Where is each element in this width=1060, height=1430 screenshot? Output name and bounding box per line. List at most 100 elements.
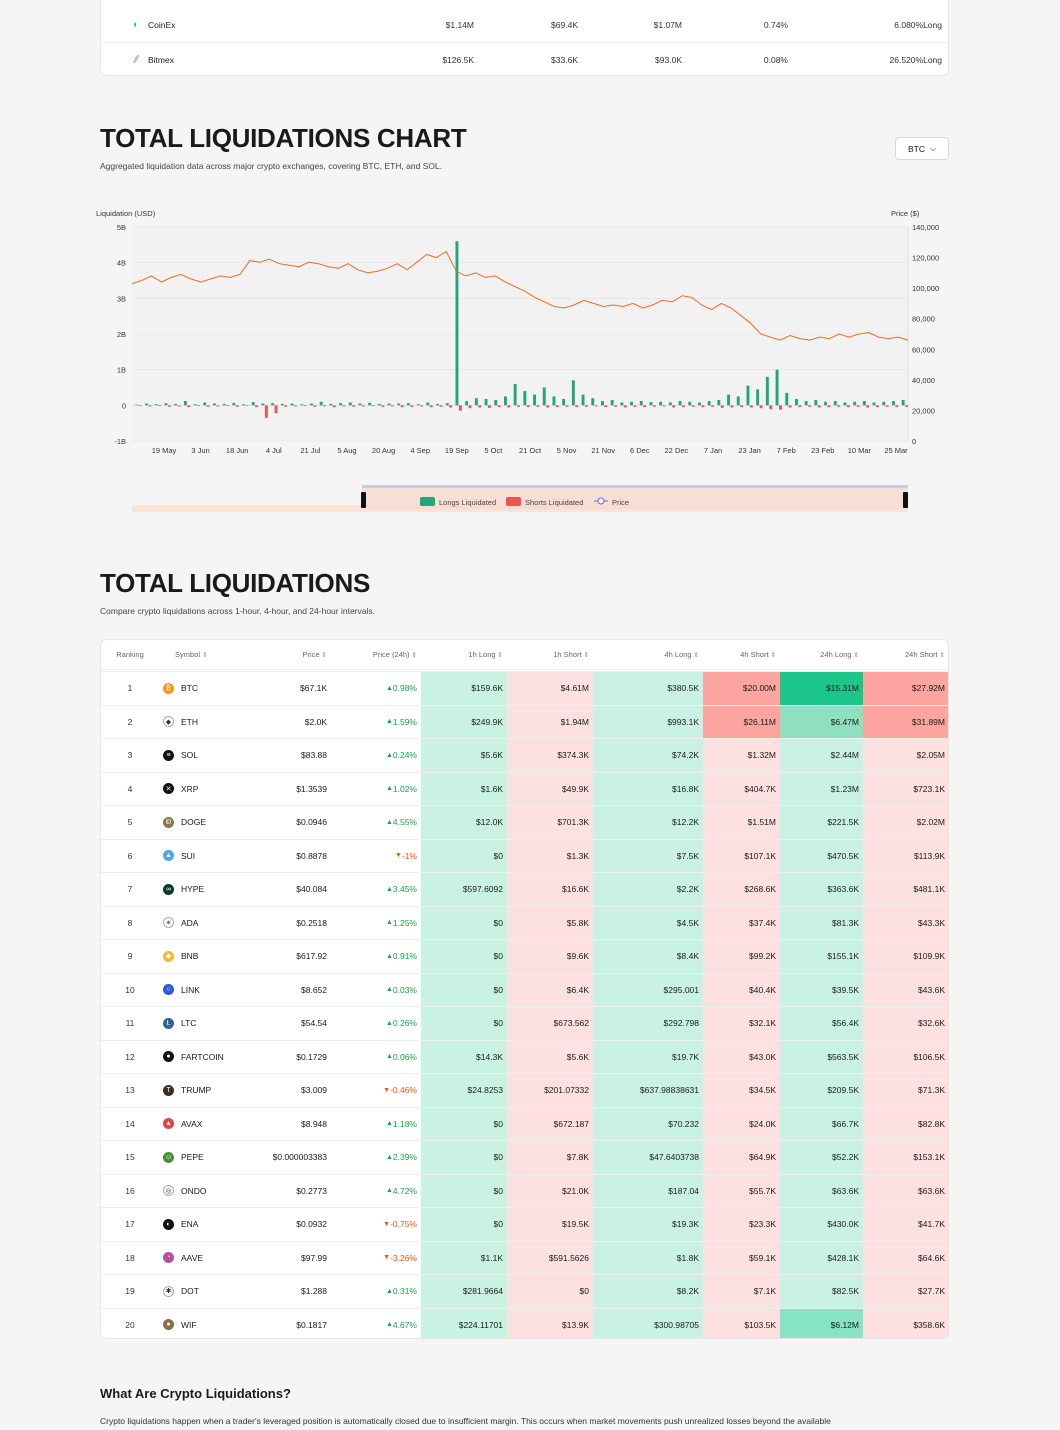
table-row[interactable]: 14 ▲ AVAX $8.948 ▲ 1.18% $0 $672.187 $70.232 $24… bbox=[101, 1106, 948, 1140]
table-row[interactable]: 9 ◆ BNB $617.92 ▲ 0.91% $0 $9.6K $8.4K $99.2K $15… bbox=[101, 939, 948, 973]
exchange-row[interactable]: ⫽ Bitmex $126.5K $33.6K $93.0K 0.08% 26.… bbox=[101, 42, 948, 76]
d1s-cell: $109.9K bbox=[863, 940, 948, 973]
column-header[interactable]: 1h Long ⇕ bbox=[421, 640, 507, 669]
table-row[interactable]: 2 ◆ ETH $2.0K ▲ 1.59% $249.9K $1.94M $993.1K $26… bbox=[101, 704, 948, 738]
table-row[interactable]: 5 Ð DOGE $0.0946 ▲ 4.55% $12.0K $701.3K $12.2K $… bbox=[101, 805, 948, 839]
price-change-cell: ▲ 4.55% bbox=[331, 806, 421, 839]
h1l-value: $0 bbox=[493, 1118, 503, 1129]
column-header[interactable]: Price (24h) ⇕ bbox=[331, 640, 421, 669]
price-cell: $1.288 bbox=[281, 1275, 331, 1308]
long-bar bbox=[455, 241, 459, 406]
table-row[interactable]: 3 ≡ SOL $83.88 ▲ 0.24% $5.6K $374.3K $74.2K $1.3… bbox=[101, 738, 948, 772]
left-tick-label: 2B bbox=[117, 330, 126, 339]
symbol-label: SOL bbox=[181, 750, 199, 761]
long-bar bbox=[678, 401, 682, 406]
short-bar bbox=[866, 405, 870, 408]
table-row[interactable]: 10 ○ LINK $8.652 ▲ 0.03% $0 $6.4K $295.001 $40.4… bbox=[101, 972, 948, 1007]
h4s-value: $107.1K bbox=[744, 850, 776, 861]
table-row[interactable]: 8 ✳ ADA $0.2518 ▲ 1.25% $0 $5.8K $4.5K $37.4K $81… bbox=[101, 905, 948, 939]
h4l-value: $74.2K bbox=[672, 750, 699, 761]
long-bar bbox=[785, 392, 789, 406]
symbol-label: FARTCOIN bbox=[181, 1051, 224, 1062]
symbol-cell: ≡ SOL bbox=[163, 739, 283, 772]
x-tick-label: 5 Oct bbox=[484, 446, 503, 455]
column-header[interactable]: 4h Short ⇕ bbox=[703, 640, 780, 669]
chart-grid bbox=[132, 226, 909, 442]
short-bar bbox=[594, 405, 598, 407]
sort-icon: ⇕ bbox=[939, 651, 945, 659]
long-bar bbox=[630, 401, 634, 406]
column-header-label: Price bbox=[302, 650, 320, 659]
symbol-label: WIF bbox=[181, 1319, 197, 1330]
rank-value: 3 bbox=[127, 750, 133, 761]
d1l-cell: $6.12M bbox=[780, 1308, 863, 1338]
h1s-cell: $21.0K bbox=[507, 1174, 593, 1207]
sort-icon: ⇕ bbox=[321, 651, 327, 659]
exchange-row[interactable]: ◐ CoinEx $1.14M $69.4K $1.07M 0.74% 6.08… bbox=[101, 8, 948, 42]
table-row[interactable]: 17 ◐ ENA $0.0932 ▼ -0.75% $0 $19.5K $19.3K $23.3… bbox=[101, 1207, 948, 1241]
long-bar bbox=[600, 401, 604, 406]
h1s-cell: $201.07332 bbox=[507, 1074, 593, 1107]
table-row[interactable]: 20 ● WIF $0.1817 ▲ 4.67% $224.11701 $13.9K $300… bbox=[101, 1307, 948, 1339]
left-tick-label: 1B bbox=[117, 366, 126, 375]
sort-icon: ⇕ bbox=[770, 651, 776, 659]
table-row[interactable]: 15 ☺ PEPE $0.000003383 ▲ 2.39% $0 $7.8K $47.640… bbox=[101, 1140, 948, 1174]
h4l-cell: $187.04 bbox=[593, 1174, 703, 1207]
liquidation-chart[interactable]: 5B 4B 3B 2B 1B 0 -1B 140,000 120,000 100,000 80,00… bbox=[96, 200, 956, 520]
table-row[interactable]: 1 ₿ BTC $67.1K ▲ 0.98% $159.6K $4.61M $380.5K $2… bbox=[101, 671, 948, 705]
table-row[interactable]: 7 ∞ HYPE $40.084 ▲ 3.45% $597.6092 $16.6K $2.2K… bbox=[101, 872, 948, 906]
short-bar bbox=[691, 405, 695, 407]
table-row[interactable]: 18 ◔ AAVE $97.99 ▼ -3.26% $1.1K $591.5626 $1.8K… bbox=[101, 1240, 948, 1275]
table-row[interactable]: 6 ▲ SUI $0.8878 ▼ -1% $0 $1.3K $7.5K $107.1K $470… bbox=[101, 838, 948, 872]
symbol-label: SUI bbox=[181, 850, 196, 861]
h1s-cell: $49.9K bbox=[507, 772, 593, 805]
short-bar bbox=[905, 405, 908, 407]
h1s-value: $7.8K bbox=[566, 1152, 589, 1163]
short-bar bbox=[226, 405, 229, 407]
column-header[interactable]: Symbol ⇕ bbox=[175, 640, 295, 669]
short-bar bbox=[148, 405, 152, 407]
column-header[interactable]: Price ⇕ bbox=[281, 640, 331, 669]
column-header[interactable]: 1h Short ⇕ bbox=[507, 640, 593, 669]
short-bar bbox=[323, 405, 326, 407]
symbol-cell: T TRUMP bbox=[163, 1074, 283, 1107]
table-row[interactable]: 12 ● FARTCOIN $0.1729 ▲ 0.06% $14.3K $5.6K $19.… bbox=[101, 1039, 948, 1073]
table-row[interactable]: 16 ◎ ONDO $0.2773 ▲ 4.72% $0 $21.0K $187.04 $55.… bbox=[101, 1173, 948, 1207]
d1s-value: $109.9K bbox=[913, 951, 945, 962]
long-bar bbox=[668, 402, 672, 406]
h1s-cell: $6.4K bbox=[507, 973, 593, 1006]
column-header[interactable]: 24h Long ⇕ bbox=[780, 640, 863, 669]
price-cell: $1.3539 bbox=[281, 773, 331, 806]
x-tick-label: 4 Sep bbox=[410, 446, 430, 455]
price-cell: $8.652 bbox=[281, 974, 331, 1007]
rank-cell: 18 bbox=[101, 1242, 159, 1275]
h4l-cell: $295.001 bbox=[593, 973, 703, 1006]
h1l-cell: $0 bbox=[421, 1007, 507, 1040]
h4l-value: $637.98838631 bbox=[639, 1085, 699, 1096]
short-bar bbox=[235, 405, 239, 407]
table-row[interactable]: 4 ✕ XRP $1.3539 ▲ 1.02% $1.6K $49.9K $16.8K $404… bbox=[101, 771, 948, 806]
column-header[interactable]: 24h Short ⇕ bbox=[863, 640, 948, 669]
h1s-value: $201.07332 bbox=[544, 1085, 589, 1096]
right-tick-label: 120,000 bbox=[912, 254, 939, 263]
asset-selector[interactable]: BTC ⌵ bbox=[895, 137, 949, 160]
h4s-cell: $59.1K bbox=[703, 1241, 780, 1274]
left-tick-label: 4B bbox=[117, 259, 126, 268]
table-row[interactable]: 19 ✱ DOT $1.288 ▲ 0.31% $281.9664 $0 $8.2K $7.1K… bbox=[101, 1274, 948, 1308]
column-header[interactable]: 4h Long ⇕ bbox=[593, 640, 703, 669]
long-bar bbox=[174, 403, 178, 406]
short-bar bbox=[808, 405, 811, 407]
h4s-value: $32.1K bbox=[749, 1018, 776, 1029]
exchange-name: Bitmex bbox=[148, 54, 174, 65]
table-row[interactable]: 13 T TRUMP $3.009 ▼ -0.46% $24.8253 $201.07332… bbox=[101, 1073, 948, 1107]
short-bar bbox=[856, 405, 860, 407]
column-header-label: 4h Short bbox=[740, 650, 769, 659]
short-bar bbox=[885, 405, 889, 407]
short-bar bbox=[517, 405, 520, 407]
short-bar bbox=[749, 405, 753, 408]
table-row[interactable]: 11 Ł LTC $54.54 ▲ 0.26% $0 $673.562 $292.798 $32… bbox=[101, 1006, 948, 1040]
price-cell: $0.1817 bbox=[281, 1309, 331, 1339]
short-bar bbox=[177, 405, 181, 407]
rank-value: 13 bbox=[125, 1085, 135, 1096]
h1s-cell: $673.562 bbox=[507, 1007, 593, 1040]
